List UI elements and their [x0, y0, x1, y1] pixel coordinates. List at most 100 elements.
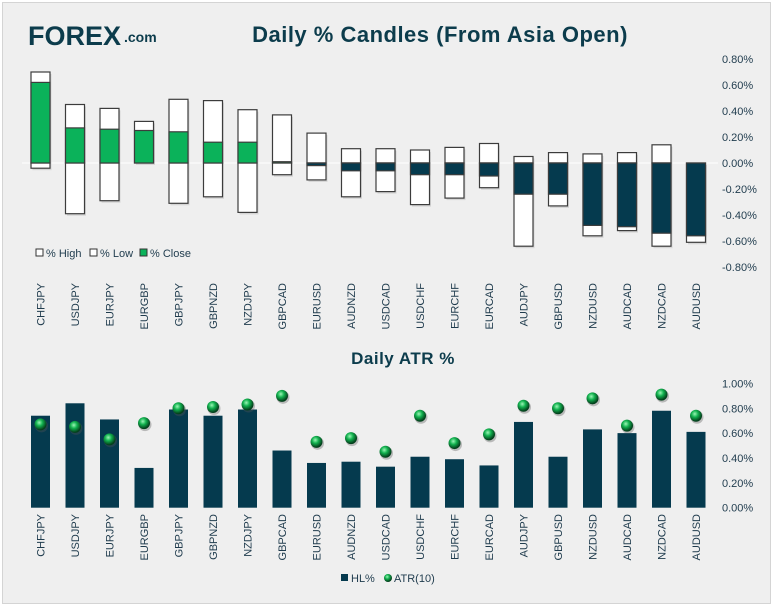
hl-bar	[445, 459, 464, 508]
close-bar	[582, 162, 603, 227]
hl-bar	[376, 466, 395, 508]
hl-bar	[341, 461, 361, 508]
low-bar	[99, 162, 120, 202]
hl-bar	[238, 409, 257, 508]
y-tick-label: -0.60%	[722, 236, 757, 248]
category-label: EURUSD	[312, 514, 324, 561]
y-tick-label: 1.00%	[722, 378, 753, 390]
category-label: GBPNZD	[208, 283, 220, 329]
legend-label: HL%	[351, 573, 375, 585]
category-label: NZDJPY	[243, 513, 255, 556]
hl-bar	[652, 410, 671, 508]
category-label: EURCHF	[450, 514, 462, 560]
category-label: EURCAD	[484, 283, 496, 330]
close-bar	[168, 131, 189, 164]
category-label: USDCAD	[381, 514, 393, 561]
close-bar	[30, 81, 51, 164]
high-bar	[478, 142, 500, 164]
category-label: GBPUSD	[553, 283, 565, 330]
category-label: GBPNZD	[208, 514, 220, 560]
logo-suffix: .com	[124, 29, 157, 45]
high-bar	[513, 155, 534, 164]
chart-title: Daily % Candles (From Asia Open)	[252, 22, 628, 47]
legend-swatch	[35, 248, 44, 257]
atr-marker	[207, 401, 219, 414]
category-label: EURUSD	[312, 283, 324, 330]
atr-marker	[276, 389, 288, 402]
high-bar	[409, 149, 431, 164]
low-bar	[202, 162, 224, 198]
high-bar	[271, 114, 293, 164]
atr-marker	[310, 435, 323, 448]
close-bar	[685, 162, 707, 237]
category-label: EURJPY	[105, 513, 117, 557]
atr-marker	[345, 432, 357, 445]
legend-swatch	[139, 248, 148, 257]
high-bar	[547, 152, 569, 164]
close-bar	[478, 162, 500, 177]
category-label: USDJPY	[70, 282, 82, 326]
category-label: AUDJPY	[519, 513, 531, 557]
y-tick-label: 0.80%	[722, 403, 753, 415]
hl-bar	[583, 429, 602, 508]
close-bar	[375, 162, 396, 172]
legend-label: % Low	[100, 248, 133, 260]
atr-marker	[552, 402, 564, 415]
close-bar	[271, 161, 293, 164]
hl-bar	[100, 419, 119, 508]
category-label: EURCHF	[450, 283, 462, 329]
category-label: NZDJPY	[243, 282, 255, 325]
legend-label: % High	[46, 248, 81, 260]
category-label: EURGBP	[139, 514, 151, 560]
category-label: USDJPY	[70, 513, 82, 557]
category-label: EURCAD	[484, 514, 496, 561]
hl-bar	[203, 415, 223, 508]
close-bar	[651, 162, 672, 234]
atr-marker	[483, 428, 495, 441]
hl-bar	[617, 433, 637, 508]
atr-marker	[172, 402, 185, 415]
close-bar	[237, 141, 258, 164]
hl-bar	[272, 450, 292, 508]
atr-marker	[138, 417, 150, 430]
legend-label: ATR(10)	[394, 573, 435, 585]
category-label: USDCHF	[415, 514, 427, 560]
y-tick-label: 0.40%	[722, 453, 753, 465]
atr-marker	[448, 437, 461, 450]
close-bar	[133, 129, 155, 164]
atr-marker	[690, 409, 702, 422]
y-tick-label: 0.60%	[722, 428, 753, 440]
atr-chart-title: Daily ATR %	[351, 349, 455, 368]
category-label: AUDCAD	[622, 283, 634, 330]
y-tick-label: 0.60%	[722, 80, 753, 92]
high-bar	[582, 153, 603, 164]
category-label: GBPJPY	[174, 282, 186, 326]
high-bar	[616, 152, 638, 164]
hl-bar	[307, 462, 326, 508]
hl-bar	[65, 403, 85, 508]
category-label: NZDUSD	[588, 514, 600, 560]
category-label: NZDUSD	[588, 283, 600, 329]
logo-text: FOREX	[28, 21, 121, 51]
y-tick-label: -0.40%	[722, 210, 757, 222]
high-bar	[375, 148, 396, 164]
atr-marker	[34, 418, 47, 431]
category-label: CHFJPY	[36, 513, 48, 556]
atr-marker	[69, 420, 81, 433]
legend-swatch-atr	[384, 574, 392, 582]
category-label: USDCAD	[381, 283, 393, 330]
high-bar	[651, 144, 672, 164]
y-tick-label: 0.80%	[722, 54, 753, 66]
hl-bar	[169, 409, 188, 508]
category-label: GBPUSD	[553, 514, 565, 561]
y-tick-label: 0.20%	[722, 478, 753, 490]
category-label: AUDCAD	[622, 514, 634, 561]
close-bar	[340, 162, 362, 172]
hl-bar	[686, 431, 706, 508]
y-tick-label: 0.00%	[722, 503, 753, 515]
high-bar	[340, 148, 362, 164]
high-bar	[306, 132, 327, 164]
category-label: NZDCAD	[657, 514, 669, 560]
y-tick-label: 0.40%	[722, 106, 753, 118]
